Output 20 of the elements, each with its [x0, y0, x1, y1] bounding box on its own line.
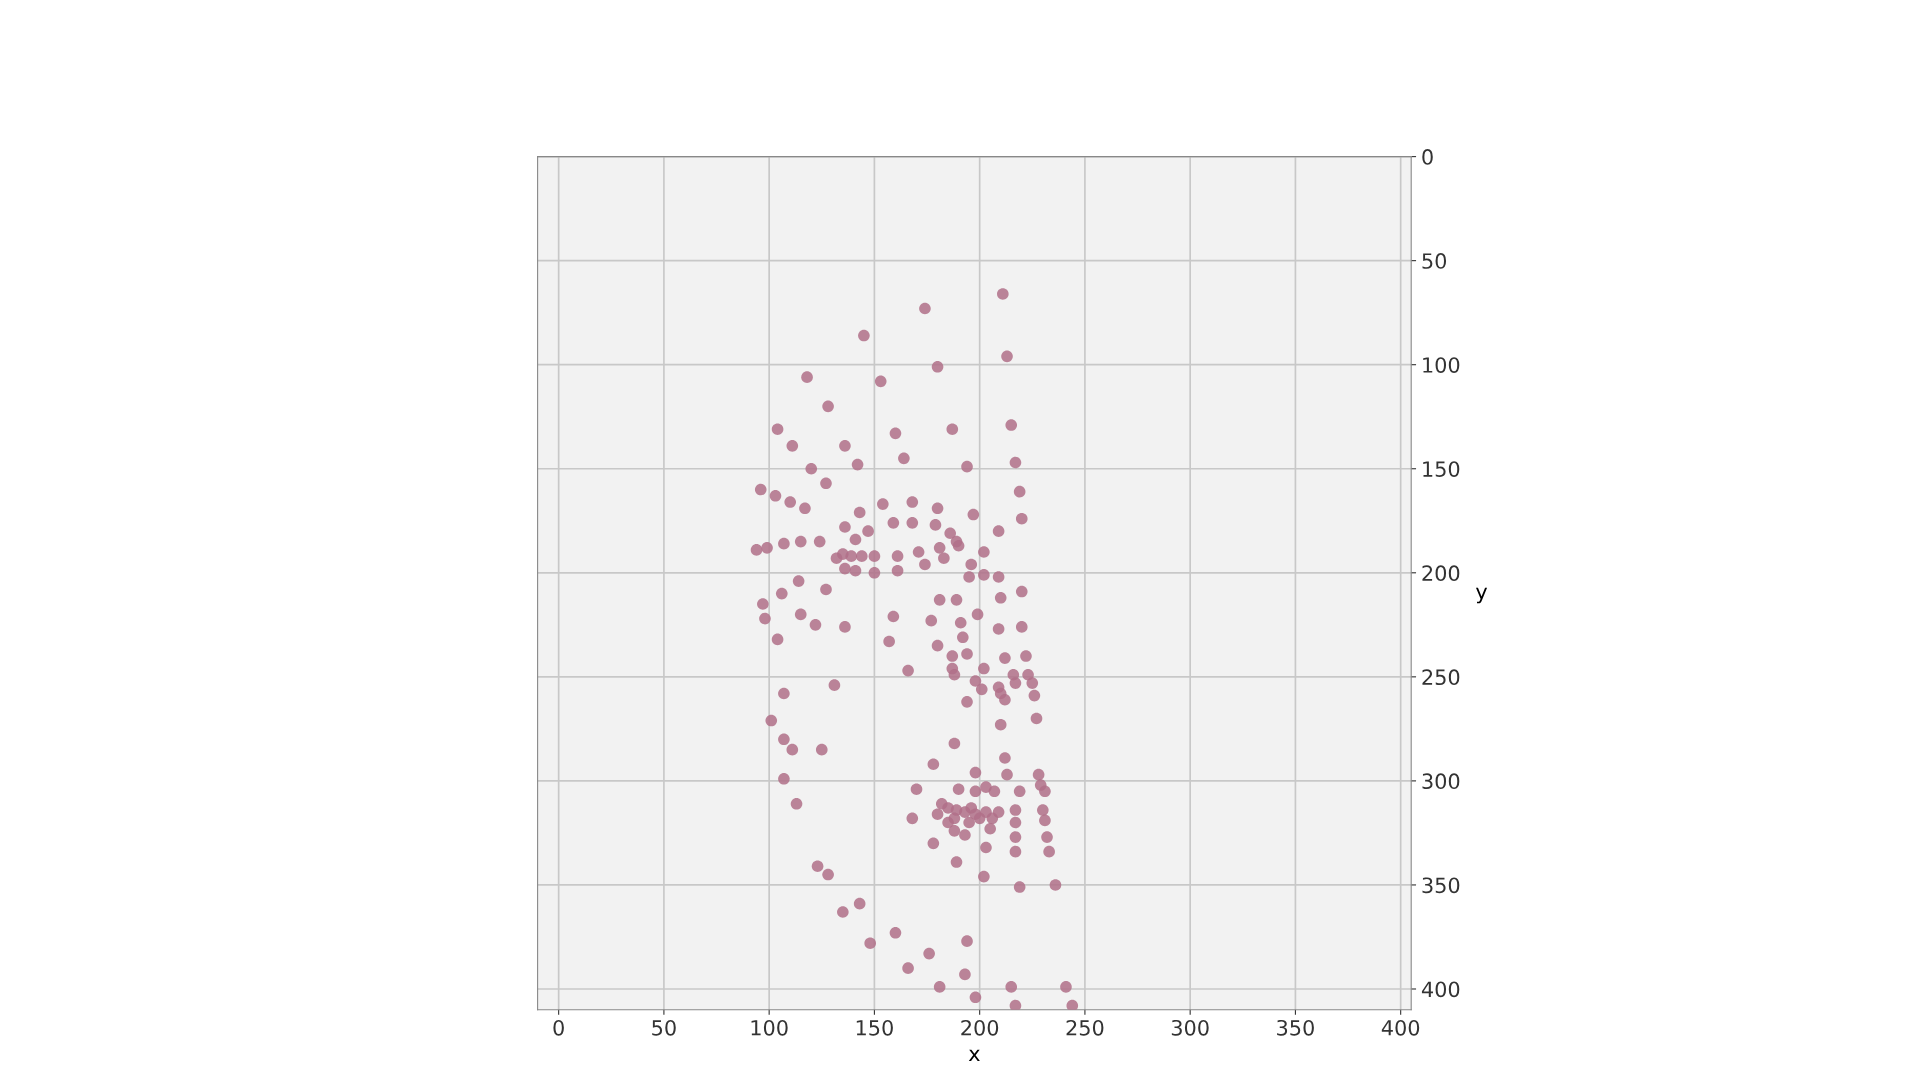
- x-tick-label: 100: [751, 1019, 788, 1036]
- x-tick-label: 50: [652, 1019, 676, 1036]
- x-tick-label: 150: [856, 1019, 893, 1036]
- y-tick-label: 300: [1422, 773, 1460, 790]
- y-tick-label: 0: [1422, 149, 1433, 165]
- x-tick-label: 0: [553, 1019, 564, 1036]
- x-tick-label: 300: [1171, 1019, 1209, 1036]
- x-tick-label: 350: [1277, 1019, 1314, 1036]
- y-tick-label: 150: [1423, 461, 1460, 477]
- x-axis-title: x: [968, 1049, 980, 1062]
- y-tick-label: 350: [1422, 877, 1460, 894]
- y-axis-title: y: [1475, 587, 1488, 604]
- y-tick-label: 100: [1423, 357, 1460, 373]
- y-tick-label: 50: [1422, 253, 1447, 269]
- x-tick-label: 200: [961, 1019, 999, 1036]
- x-tick-label: 400: [1381, 1019, 1420, 1036]
- y-tick-label: 400: [1421, 981, 1460, 998]
- y-tick-label: 200: [1422, 565, 1460, 582]
- y-tick-label: 250: [1422, 669, 1460, 686]
- x-tick-label: 250: [1066, 1019, 1104, 1036]
